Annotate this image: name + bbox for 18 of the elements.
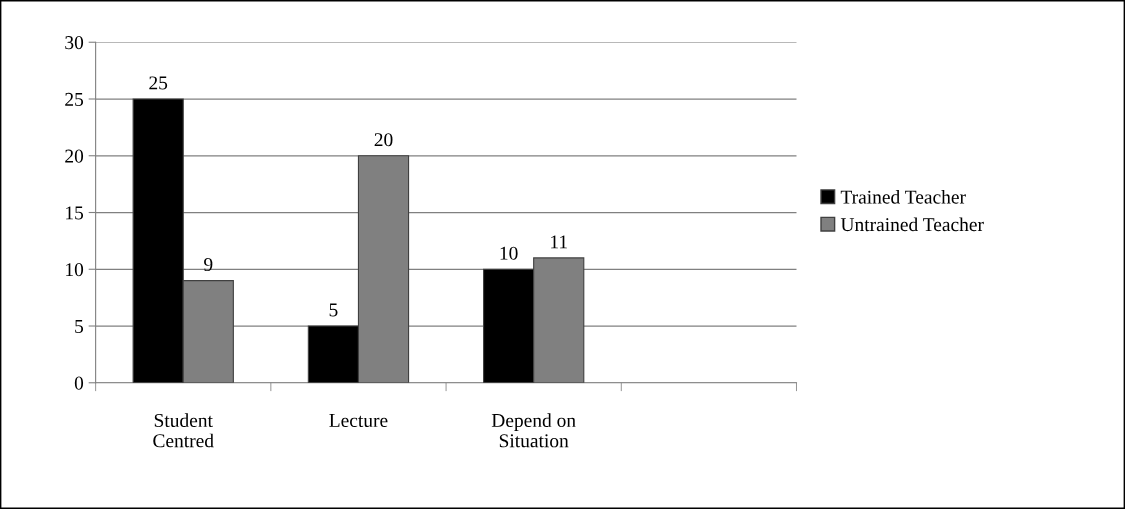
y-tick-label: 25 bbox=[65, 92, 84, 106]
x-tick-label: Student Centred bbox=[153, 413, 214, 448]
y-tick-label: 15 bbox=[66, 206, 84, 220]
y-tick-label: 20 bbox=[65, 149, 84, 163]
y-tick-label: 30 bbox=[65, 36, 84, 50]
y-tick-label: 0 bbox=[74, 376, 84, 390]
legend-label: Untrained Teacher bbox=[840, 217, 984, 232]
data-label: 10 bbox=[500, 246, 518, 260]
x-tick-label: Lecture bbox=[329, 414, 388, 428]
y-tick-label: 5 bbox=[75, 320, 84, 333]
x-tick-label: Depend on Situation bbox=[491, 413, 576, 448]
data-label: 20 bbox=[374, 133, 393, 147]
legend-label: Trained Teacher bbox=[840, 190, 966, 204]
data-label: 25 bbox=[149, 76, 168, 90]
data-label: 9 bbox=[204, 258, 213, 272]
y-tick-label: 10 bbox=[66, 263, 84, 277]
data-label: 11 bbox=[551, 235, 567, 249]
data-label: 5 bbox=[329, 303, 338, 317]
